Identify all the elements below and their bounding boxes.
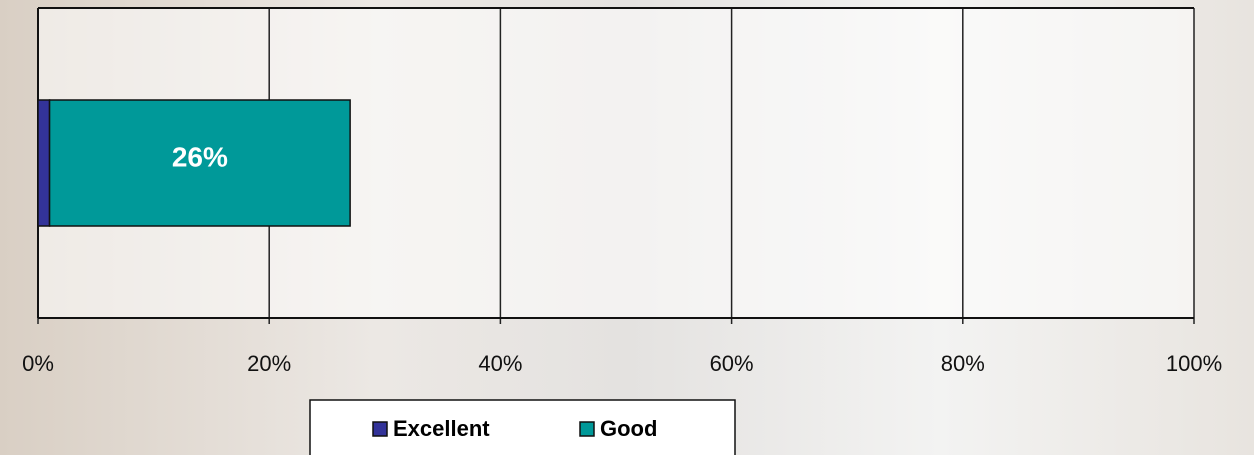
legend-swatch xyxy=(372,421,388,437)
bar-segment xyxy=(37,99,51,227)
x-tick-label: 60% xyxy=(710,351,754,376)
legend-label: Excellent xyxy=(393,416,490,441)
data-label: 26% xyxy=(172,141,228,172)
legend-swatch xyxy=(579,421,595,437)
x-tick-label: 20% xyxy=(247,351,291,376)
x-tick-label: 80% xyxy=(941,351,985,376)
x-tick-label: 40% xyxy=(478,351,522,376)
legend-label: Good xyxy=(600,416,657,441)
bar-segment xyxy=(48,99,351,227)
x-tick-label: 0% xyxy=(22,351,54,376)
x-tick-label: 100% xyxy=(1166,351,1222,376)
